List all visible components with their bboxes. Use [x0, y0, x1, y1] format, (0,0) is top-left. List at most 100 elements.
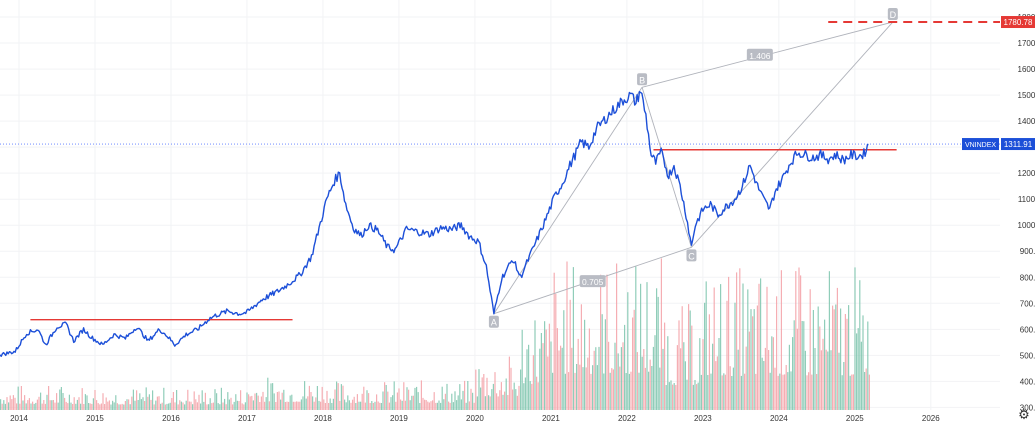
volume-bar	[827, 351, 829, 410]
volume-bar	[102, 393, 104, 410]
volume-bar	[392, 395, 394, 410]
volume-bar	[852, 374, 854, 410]
volume-bar	[169, 402, 171, 410]
volume-bar	[536, 376, 538, 410]
gear-icon[interactable]: ⚙	[1018, 407, 1030, 422]
volume-bar	[35, 402, 37, 410]
volume-bar	[374, 401, 376, 410]
volume-bar	[756, 305, 758, 410]
volume-bar	[342, 385, 344, 410]
volume-bar	[83, 404, 85, 410]
volume-bar	[528, 344, 530, 410]
volume-bar	[812, 310, 814, 410]
volume-bar	[865, 368, 867, 410]
volume-bar	[617, 353, 619, 410]
volume-bar	[371, 401, 373, 410]
volume-bar	[156, 396, 158, 410]
volume-bar	[483, 374, 485, 410]
volume-bar	[636, 352, 638, 410]
volume-bar	[360, 401, 362, 410]
volume-bar	[481, 377, 483, 410]
volume-bar	[496, 393, 498, 410]
volume-bar	[632, 317, 634, 410]
volume-bar	[107, 401, 109, 410]
volume-bar	[670, 380, 672, 410]
volume-bar	[288, 401, 290, 410]
volume-bar	[366, 390, 368, 410]
volume-bar	[411, 395, 413, 410]
volume-bar	[64, 397, 66, 410]
volume-bar	[444, 393, 446, 410]
volume-bar	[228, 399, 230, 410]
volume-bar	[150, 399, 152, 410]
volume-bar	[457, 395, 459, 410]
volume-bar	[30, 403, 32, 410]
volume-bar	[864, 372, 866, 410]
volume-bar	[377, 401, 379, 410]
volume-bar	[435, 402, 437, 410]
volume-bar	[22, 400, 24, 410]
volume-bar	[192, 404, 194, 410]
volume-bar	[740, 375, 742, 410]
volume-bar	[49, 400, 51, 410]
ratio-badge-label: 0.705	[582, 277, 604, 287]
volume-bar	[480, 387, 482, 410]
volume-bar	[673, 383, 675, 410]
volume-bar	[304, 381, 306, 410]
volume-bar	[574, 372, 576, 410]
volume-bar	[668, 382, 670, 410]
volume-bar	[264, 401, 266, 410]
volume-bar	[787, 372, 789, 410]
volume-bar	[0, 399, 2, 410]
volume-bar	[745, 346, 747, 410]
projection-line	[493, 87, 643, 314]
ratio-badge-bg	[746, 48, 773, 61]
volume-bar	[523, 383, 525, 410]
volume-bar	[752, 316, 754, 410]
volume-bar	[390, 397, 392, 410]
volume-bar	[209, 398, 211, 410]
volume-bar	[422, 397, 424, 410]
volume-bar	[782, 374, 784, 410]
volume-bar	[60, 387, 62, 410]
volume-bar	[627, 292, 629, 410]
x-tick-label: 2022	[618, 414, 636, 423]
volume-bar	[809, 289, 811, 410]
volume-bar	[16, 403, 18, 410]
volume-bar	[286, 401, 288, 410]
volume-bar	[1, 403, 3, 410]
volume-bar	[772, 337, 774, 410]
volume-bar	[624, 324, 626, 410]
volume-bar	[91, 403, 93, 410]
volume-bar	[312, 396, 314, 410]
volume-bar	[174, 402, 176, 410]
pattern-point-badge	[637, 73, 648, 86]
y-tick-label: 1500.00	[1018, 91, 1035, 100]
volume-bar	[780, 270, 782, 410]
price-line	[0, 91, 869, 357]
volume-bar	[345, 402, 347, 410]
pattern-point-badge	[887, 8, 898, 21]
volume-bar	[340, 384, 342, 410]
volume-bar	[324, 403, 326, 410]
volume-bar	[857, 328, 859, 410]
volume-bar	[99, 404, 101, 410]
volume-bar	[353, 396, 355, 410]
volume-bar	[177, 404, 179, 410]
volume-bar	[307, 396, 309, 410]
volume-bar	[65, 401, 67, 410]
volume-bar	[584, 319, 586, 410]
volume-bar	[9, 395, 11, 410]
volume-bar	[817, 306, 819, 410]
volume-bar	[465, 402, 467, 410]
volume-bar	[196, 402, 198, 410]
volume-bar	[355, 403, 357, 410]
volume-bar	[48, 386, 50, 410]
volume-bar	[710, 373, 712, 410]
x-tick-label: 2019	[390, 414, 408, 423]
volume-bar	[728, 276, 730, 410]
volume-bar	[572, 267, 574, 410]
volume-bar	[147, 396, 149, 410]
